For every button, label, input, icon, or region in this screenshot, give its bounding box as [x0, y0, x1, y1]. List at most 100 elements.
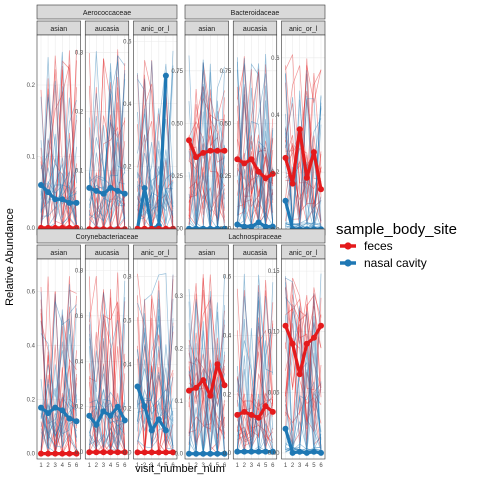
series-point-bacteroidaceae-asian-feces-2 — [193, 154, 200, 161]
x-tick-label-lachnospiraceae-hispanic-or-latino-3: 4 — [305, 463, 309, 469]
x-tick-label-corynebacteriaceae-hispanic-or-latino-1: 2 — [143, 463, 147, 469]
series-point-bacteroidaceae-caucasian-feces-6 — [269, 170, 276, 177]
individual-line-bacteroidaceae-caucasian-feces-5 — [236, 120, 274, 225]
y-tick-label-bacteroidaceae-asian-1: 0.25 — [171, 174, 183, 180]
series-point-lachnospiraceae-asian-nasal-cavity-4 — [207, 450, 214, 457]
individual-line-aerococcaceae-caucasian-nasal-cavity-17 — [88, 122, 126, 209]
individual-line-aerococcaceae-caucasian-nasal-cavity-12 — [88, 63, 125, 226]
series-point-lachnospiraceae-caucasian-feces-2 — [241, 408, 248, 415]
individual-line-corynebacteriaceae-asian-nasal-cavity-16 — [40, 304, 77, 437]
summary-series-corynebacteriaceae-hispanic-or-latino — [134, 383, 176, 456]
y-tick-label-aerococcaceae-caucasian-3: 0.3 — [75, 51, 84, 57]
individual-line-lachnospiraceae-hispanic-or-latino-feces-1 — [285, 286, 322, 440]
individual-line-corynebacteriaceae-hispanic-or-latino-nasal-cavity-7 — [137, 388, 174, 450]
individual-line-aerococcaceae-asian-feces-17 — [40, 64, 77, 228]
individual-line-aerococcaceae-caucasian-nasal-cavity-3 — [89, 88, 125, 219]
series-point-bacteroidaceae-caucasian-nasal-cavity-2 — [241, 223, 248, 230]
x-tick-label-lachnospiraceae-caucasian-4: 5 — [264, 463, 268, 469]
series-point-corynebacteriaceae-asian-feces-6 — [73, 450, 80, 457]
individual-line-lachnospiraceae-hispanic-or-latino-nasal-cavity-8 — [285, 311, 322, 453]
individual-line-aerococcaceae-caucasian-nasal-cavity-8 — [88, 51, 126, 223]
y-tick-label-bacteroidaceae-hispanic-or-latino-2: 0.4 — [271, 113, 280, 119]
individual-line-corynebacteriaceae-caucasian-nasal-cavity-1 — [88, 402, 126, 448]
individual-line-bacteroidaceae-asian-feces-10 — [188, 139, 225, 229]
series-point-bacteroidaceae-caucasian-feces-3 — [248, 156, 255, 163]
individual-line-corynebacteriaceae-hispanic-or-latino-feces-5 — [137, 295, 174, 453]
y-axis-title: Relative Abundance — [4, 208, 16, 306]
individual-line-corynebacteriaceae-hispanic-or-latino-nasal-cavity-5 — [137, 298, 174, 441]
y-tick-label-aerococcaceae-hispanic-or-latino-3: 0.6 — [123, 39, 132, 45]
series-point-aerococcaceae-caucasian-nasal-cavity-1 — [86, 184, 93, 191]
individual-line-corynebacteriaceae-asian-nasal-cavity-12 — [40, 316, 77, 450]
individual-line-lachnospiraceae-caucasian-nasal-cavity-16 — [236, 340, 274, 453]
individual-line-bacteroidaceae-asian-nasal-cavity-17 — [188, 92, 225, 229]
panels-layer: Aerococcaceae asian 0.0 0.1 0.2 aucasia 0.0 0.1… — [27, 4, 326, 469]
series-point-lachnospiraceae-asian-nasal-cavity-5 — [214, 450, 221, 457]
individual-line-corynebacteriaceae-asian-nasal-cavity-7 — [40, 404, 77, 449]
series-point-lachnospiraceae-caucasian-nasal-cavity-6 — [269, 448, 276, 455]
y-tick-label-corynebacteriaceae-hispanic-or-latino-3: 0.6 — [123, 319, 132, 325]
subgroup-strip-label-bacteroidaceae-caucasian: aucasia — [243, 26, 267, 33]
series-point-corynebacteriaceae-hispanic-or-latino-nasal-cavity-4 — [155, 416, 162, 423]
series-point-corynebacteriaceae-hispanic-or-latino-nasal-cavity-3 — [148, 427, 155, 434]
individual-line-corynebacteriaceae-asian-feces-17 — [40, 276, 77, 454]
individual-line-lachnospiraceae-caucasian-feces-0 — [236, 288, 274, 442]
y-tick-label-corynebacteriaceae-asian-1: 0.2 — [27, 398, 36, 404]
series-point-bacteroidaceae-hispanic-or-latino-feces-2 — [289, 180, 296, 187]
summary-series-lachnospiraceae-hispanic-or-latino — [282, 322, 324, 456]
subgroup-strip-label-corynebacteriaceae-caucasian: aucasia — [95, 250, 119, 257]
individual-line-bacteroidaceae-hispanic-or-latino-feces-17 — [285, 135, 322, 206]
series-point-bacteroidaceae-asian-feces-6 — [221, 147, 228, 154]
individual-line-bacteroidaceae-hispanic-or-latino-feces-6 — [285, 103, 322, 190]
series-point-corynebacteriaceae-hispanic-or-latino-feces-4 — [155, 449, 162, 456]
panel-background-corynebacteriaceae-caucasian — [85, 259, 129, 459]
series-point-lachnospiraceae-asian-feces-6 — [221, 382, 228, 389]
individual-line-bacteroidaceae-hispanic-or-latino-feces-16 — [285, 144, 322, 220]
series-point-aerococcaceae-asian-nasal-cavity-6 — [73, 199, 80, 206]
series-point-corynebacteriaceae-caucasian-nasal-cavity-5 — [114, 403, 121, 410]
individual-line-bacteroidaceae-asian-nasal-cavity-14 — [188, 83, 225, 230]
y-tick-label-corynebacteriaceae-hispanic-or-latino-0: 0.0 — [123, 450, 132, 456]
individual-line-corynebacteriaceae-caucasian-nasal-cavity-9 — [88, 398, 126, 449]
panel-lachnospiraceae-asian: asian 0.0 0.1 0.2 0.3 1 2 3 4 5 6 — [175, 244, 229, 469]
individual-line-bacteroidaceae-caucasian-feces-1 — [236, 105, 274, 203]
y-tick-label-bacteroidaceae-asian-0: 0.00 — [171, 227, 183, 233]
x-tick-label-corynebacteriaceae-caucasian-3: 4 — [109, 463, 113, 469]
y-tick-label-bacteroidaceae-hispanic-or-latino-3: 0.6 — [271, 56, 280, 62]
y-tick-label-aerococcaceae-hispanic-or-latino-2: 0.4 — [123, 102, 132, 108]
subgroup-strip-label-lachnospiraceae-asian: asian — [198, 250, 215, 257]
y-tick-label-corynebacteriaceae-hispanic-or-latino-2: 0.4 — [123, 362, 132, 368]
individual-line-aerococcaceae-caucasian-nasal-cavity-6 — [88, 117, 126, 222]
individual-line-corynebacteriaceae-asian-nasal-cavity-1 — [40, 398, 77, 437]
y-tick-label-lachnospiraceae-hispanic-or-latino-0: 0.00 — [268, 451, 280, 457]
y-tick-label-corynebacteriaceae-caucasian-2: 0.4 — [75, 359, 84, 365]
individual-line-aerococcaceae-hispanic-or-latino-feces-0 — [137, 60, 174, 229]
individual-line-corynebacteriaceae-hispanic-or-latino-nasal-cavity-16 — [137, 344, 174, 449]
series-point-lachnospiraceae-caucasian-nasal-cavity-3 — [248, 448, 255, 455]
subgroup-strip-label-corynebacteriaceae-asian: asian — [50, 250, 67, 257]
individual-line-corynebacteriaceae-hispanic-or-latino-nasal-cavity-11 — [137, 388, 174, 432]
x-tick-label-lachnospiraceae-asian-1: 2 — [194, 463, 198, 469]
individual-line-aerococcaceae-hispanic-or-latino-nasal-cavity-2 — [137, 72, 174, 224]
individual-line-bacteroidaceae-caucasian-feces-12 — [236, 94, 274, 225]
individual-line-lachnospiraceae-asian-feces-14 — [188, 354, 225, 452]
individual-line-lachnospiraceae-asian-feces-4 — [188, 357, 225, 433]
series-point-aerococcaceae-hispanic-or-latino-nasal-cavity-5 — [162, 72, 169, 79]
individual-line-corynebacteriaceae-hispanic-or-latino-nasal-cavity-0 — [137, 324, 174, 442]
facet-strip-label-bacteroidaceae: Bacteroidaceae — [231, 10, 280, 17]
individual-line-aerococcaceae-hispanic-or-latino-nasal-cavity-6 — [137, 78, 174, 229]
series-point-corynebacteriaceae-hispanic-or-latino-feces-5 — [162, 449, 169, 456]
individual-line-lachnospiraceae-asian-feces-10 — [188, 367, 225, 437]
individual-line-corynebacteriaceae-asian-feces-7 — [40, 308, 77, 454]
individual-line-bacteroidaceae-caucasian-feces-14 — [237, 134, 274, 222]
x-axis-title: visit_number_num — [135, 463, 225, 475]
panel-bacteroidaceae-hispanic-or-latino: anic_or_l0.00.20.40.6 — [271, 20, 326, 236]
x-tick-label-corynebacteriaceae-hispanic-or-latino-0: 1 — [136, 463, 140, 469]
series-point-bacteroidaceae-caucasian-feces-5 — [262, 175, 269, 182]
series-point-bacteroidaceae-caucasian-nasal-cavity-1 — [234, 221, 241, 228]
summary-series-lachnospiraceae-caucasian — [234, 403, 276, 455]
series-point-aerococcaceae-caucasian-nasal-cavity-6 — [121, 190, 128, 197]
individual-line-corynebacteriaceae-hispanic-or-latino-nasal-cavity-2 — [137, 368, 174, 419]
legend-key-point-nasal-cavity — [344, 259, 352, 267]
